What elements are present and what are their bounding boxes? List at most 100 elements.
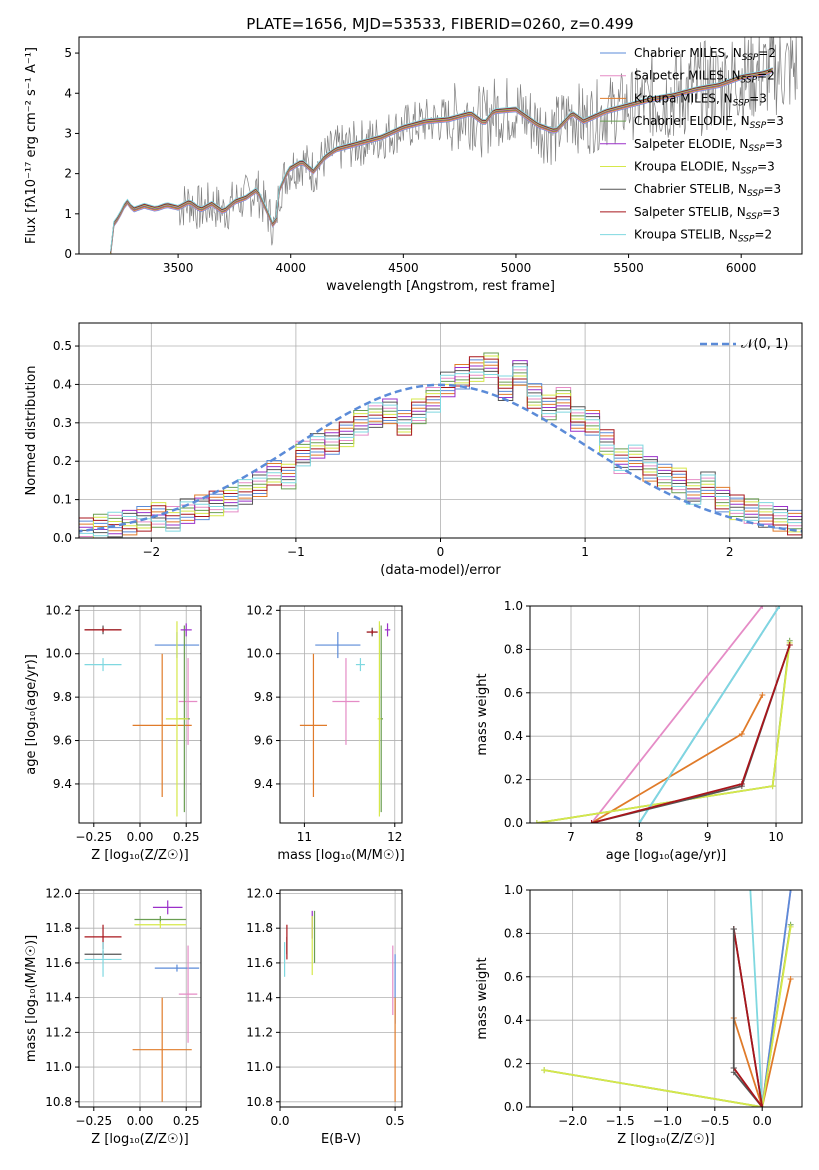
- axes-frame: [78, 36, 803, 255]
- legend-subscript: SSP: [741, 76, 758, 86]
- y-tick-label: 0: [64, 247, 72, 261]
- legend-subscript: SSP: [746, 212, 763, 222]
- legend-subscript: SSP: [742, 53, 759, 63]
- x-tick-label: −2: [142, 545, 160, 559]
- x-tick-label: 2: [726, 545, 734, 559]
- y-axis-label: Flux [fλ10⁻¹⁷ erg cm⁻² s⁻¹ A⁻¹]: [24, 47, 39, 244]
- legend-subscript: SSP: [748, 144, 765, 154]
- x-tick-label: −0.5: [700, 1114, 729, 1128]
- x-tick-label: 4500: [388, 261, 419, 275]
- y-tick-label: 0.2: [504, 1057, 523, 1071]
- weight-line: [749, 890, 764, 1107]
- plot-area-spectrum: [110, 37, 798, 254]
- y-tick-label: 12.0: [45, 886, 72, 900]
- y-tick-label: 10.8: [246, 1095, 273, 1109]
- weight-marker: [730, 926, 737, 933]
- weight-marker: [787, 923, 794, 930]
- y-tick-label: 12.0: [246, 886, 273, 900]
- weight-marker: [769, 783, 776, 790]
- x-axis-label: Z [log₁₀(Z/Z☉)]: [617, 1132, 714, 1147]
- x-tick-label: 1: [581, 545, 589, 559]
- y-tick-label: 0.4: [504, 729, 523, 743]
- x-tick-label: 0.5: [386, 1114, 405, 1128]
- y-tick-label: 0.0: [504, 816, 523, 830]
- y-tick-label: 9.6: [254, 734, 273, 748]
- x-tick-label: 0.00: [127, 1114, 154, 1128]
- x-tick-label: 6000: [726, 261, 757, 275]
- y-tick-label: 0.6: [504, 970, 523, 984]
- y-tick-label: 9.8: [53, 690, 72, 704]
- legend-subscript: SSP: [747, 189, 764, 199]
- y-tick-label: 11.0: [246, 1060, 273, 1074]
- y-tick-label: 11.2: [246, 1025, 273, 1039]
- y-axis-label: mass weight: [475, 673, 490, 755]
- legend-value: =3: [757, 160, 775, 174]
- y-tick-label: 10.0: [246, 647, 273, 661]
- model-spectrum-line: [110, 70, 773, 254]
- x-tick-label: 12: [387, 830, 402, 844]
- x-tick-label: −0.25: [75, 1114, 112, 1128]
- chart-z-age: −0.25 0.00 0.25 9.4 9.6 9.8 10.0 10.2 Z [log₁₀(Z…: [24, 603, 202, 863]
- x-tick-label: 7: [567, 830, 575, 844]
- legend-value: =3: [749, 91, 767, 105]
- weight-marker: [776, 606, 783, 609]
- legend-subscript: SSP: [750, 121, 767, 131]
- model-spectrum-line: [110, 68, 773, 253]
- x-tick-label: 0.25: [173, 1114, 200, 1128]
- x-tick-label: 5000: [501, 261, 532, 275]
- y-axis-label: mass [log₁₀(M/M☉)]: [24, 935, 39, 1062]
- y-tick-label: 0.8: [504, 926, 523, 940]
- x-tick-label: 0: [437, 545, 445, 559]
- y-axis-label: Normed distribution: [24, 366, 39, 496]
- x-axis-label: Z [log₁₀(Z/Z☉)]: [91, 1132, 188, 1147]
- model-spectrum-line: [110, 69, 773, 254]
- y-tick-label: 5: [64, 46, 72, 60]
- y-tick-label: 0.1: [53, 493, 72, 507]
- legend-entry: Kroupa STELIB, NSSP=2: [634, 228, 772, 245]
- axes-frame: [279, 889, 403, 1108]
- plot-area-ebv-mass: [284, 910, 396, 1102]
- legend-value: =2: [758, 46, 776, 60]
- weight-marker: [636, 820, 643, 823]
- y-tick-label: 0.4: [504, 1013, 523, 1027]
- legend-value: =3: [766, 114, 784, 128]
- legend-subscript: SSP: [738, 235, 755, 245]
- y-tick-label: 0.2: [504, 773, 523, 787]
- y-tick-label: 9.4: [254, 777, 273, 791]
- legend-entry: Chabrier MILES, NSSP=2: [634, 46, 776, 63]
- chart-z-mass: −0.25 0.00 0.25 10.8 11.0 11.2 11.4 11.6 11.8 12.…: [24, 886, 202, 1147]
- x-axis-label: wavelength [Angstrom, rest frame]: [326, 279, 555, 294]
- weight-marker: [759, 606, 766, 609]
- plot-area-z-age: [84, 621, 200, 817]
- weight-line: [732, 928, 764, 1107]
- axes-frame: [279, 605, 403, 824]
- legend-value: =2: [757, 69, 775, 83]
- y-tick-label: 11.4: [246, 991, 273, 1005]
- legend-value: =3: [765, 137, 783, 151]
- x-tick-label: −1.0: [653, 1114, 682, 1128]
- weight-marker: [730, 1064, 737, 1071]
- weight-marker: [588, 820, 595, 823]
- weight-marker: [738, 731, 745, 738]
- y-tick-label: 9.8: [254, 690, 273, 704]
- chart-spectrum: Chabrier MILES, NSSP=2 Salpeter MILES, NS…: [24, 36, 803, 294]
- weight-marker: [786, 642, 793, 649]
- x-tick-label: 0.00: [127, 830, 154, 844]
- y-tick-label: 0.3: [53, 416, 72, 430]
- x-tick-label: −1: [287, 545, 305, 559]
- chart-ebv-mass: 0.0 0.5 10.8 11.0 11.2 11.4 11.6 11.8 12.0 E(B-V): [246, 886, 404, 1147]
- y-tick-label: 0.4: [53, 377, 72, 391]
- x-tick-label: 8: [636, 830, 644, 844]
- y-tick-label: 0.0: [504, 1100, 523, 1114]
- x-tick-label: 5500: [613, 261, 644, 275]
- x-tick-label: 0.0: [753, 1114, 772, 1128]
- legend-entry: Salpeter MILES, NSSP=2: [634, 69, 775, 86]
- chart-residuals: 𝒩(0, 1) −2 −1 0 1 2 0.0 0.1 0.2 0.3 0.4 0.5 (data-mo…: [24, 322, 803, 578]
- model-spectrum-line: [110, 67, 773, 252]
- weight-line: [732, 978, 792, 1107]
- x-axis-label: Z [log₁₀(Z/Z☉)]: [91, 848, 188, 863]
- y-tick-label: 10.0: [45, 647, 72, 661]
- x-tick-label: 0.25: [173, 830, 200, 844]
- weight-line: [591, 644, 791, 823]
